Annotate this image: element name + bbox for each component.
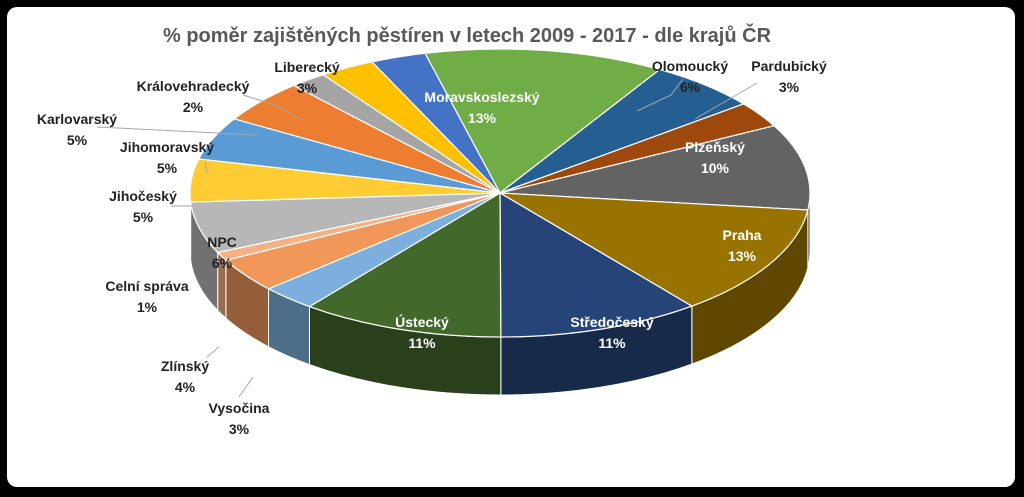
data-label-value: 5% xyxy=(157,160,178,176)
data-label-value: 6% xyxy=(212,255,233,271)
data-label-value: 5% xyxy=(67,132,88,148)
data-label-value: 5% xyxy=(133,209,154,225)
leader-line xyxy=(204,160,208,174)
data-label-name: Olomoucký xyxy=(652,58,728,74)
data-label-name: Středočeský xyxy=(570,314,653,330)
pie-slice-středočeský xyxy=(499,191,694,338)
pie-slice-unlabeled xyxy=(370,52,501,194)
data-label-value: 13% xyxy=(468,110,497,126)
data-label-name: Pardubický xyxy=(751,58,827,74)
pie-slice-ústecký xyxy=(308,191,502,338)
data-label-value: 3% xyxy=(779,79,800,95)
pie-chart: Moravskoslezský 13% Olomoucký 6% Pardubický 3… xyxy=(37,48,827,437)
pie-labels: Moravskoslezský 13% Olomoucký 6% Pardubický 3… xyxy=(37,58,827,437)
data-label-name: Jihomoravský xyxy=(120,139,214,155)
data-label-name: Královehradecký xyxy=(137,78,250,94)
data-label-name: Ústecký xyxy=(395,313,449,330)
leader-line xyxy=(324,84,356,105)
data-label-name: Jihočeský xyxy=(109,188,177,204)
data-label-value: 10% xyxy=(701,160,730,176)
pie-slice-moravskoslezský xyxy=(424,48,661,194)
data-label-value: 1% xyxy=(137,299,158,315)
leader-line xyxy=(206,346,220,358)
leader-line xyxy=(242,94,303,121)
data-label-value: 13% xyxy=(728,248,757,264)
chart-title: % poměr zajištěných pěstíren v letech 20… xyxy=(162,25,772,47)
leader-line xyxy=(694,82,758,120)
data-label-name: Moravskoslezský xyxy=(424,89,539,105)
data-label-value: 11% xyxy=(408,335,436,351)
data-label-name: Liberecký xyxy=(274,59,340,75)
data-label-value: 2% xyxy=(183,99,204,115)
pie-slice-plzeňský xyxy=(499,125,811,211)
data-label-value: 3% xyxy=(297,80,318,96)
data-label-value: 11% xyxy=(598,335,626,351)
data-label-name: Celní správa xyxy=(105,278,188,294)
chart-area: % poměr zajištěných pěstíren v letech 20… xyxy=(7,7,1015,487)
data-label-name: Vysočina xyxy=(209,400,270,416)
data-label-value: 3% xyxy=(229,421,250,437)
pie-slices xyxy=(189,48,811,338)
data-label-name: Plzeňský xyxy=(685,139,745,155)
data-label-name: NPC xyxy=(207,234,237,250)
data-label-value: 4% xyxy=(175,379,196,395)
leader-line xyxy=(238,376,254,398)
data-label-value: 6% xyxy=(680,79,701,95)
leader-line xyxy=(636,78,684,112)
data-label-name: Zlínský xyxy=(161,358,209,374)
data-label-name: Karlovarský xyxy=(37,111,117,127)
leader-line xyxy=(96,126,259,136)
pie-slice-praha xyxy=(499,192,809,307)
data-label-name: Praha xyxy=(723,227,762,243)
